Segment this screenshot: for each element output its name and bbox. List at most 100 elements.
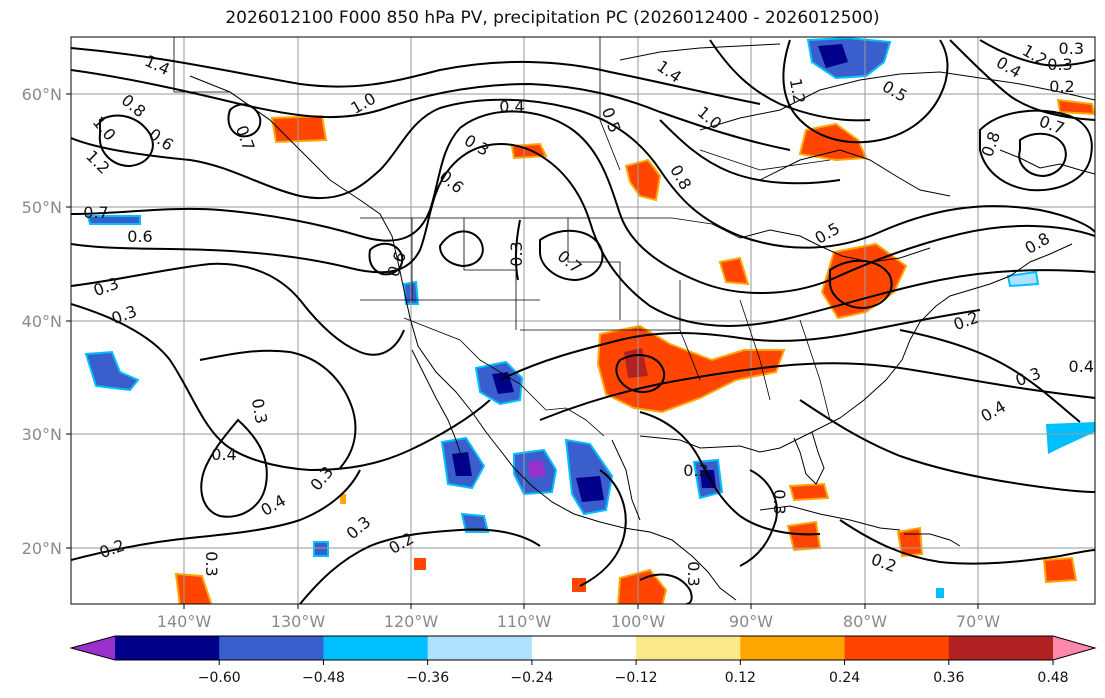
lon-label: 130°W <box>271 612 326 631</box>
pv-contour <box>71 469 361 561</box>
precip-negative-region <box>452 452 472 476</box>
precip-positive-region <box>1042 556 1078 584</box>
pv-contours <box>71 39 1095 604</box>
border <box>739 299 771 401</box>
contour-label: 0.3 <box>770 489 789 514</box>
pv-contour <box>98 114 154 168</box>
border <box>599 37 621 171</box>
precip-negative-region <box>84 350 140 392</box>
precip-negative-region <box>818 44 848 68</box>
pv-contour <box>1018 132 1067 178</box>
pv-contour <box>839 519 1095 565</box>
lon-label: 100°W <box>611 612 666 631</box>
lon-axis-labels: 140°W 130°W 120°W 110°W 100°W 90°W 80°W … <box>157 612 1000 631</box>
contour-label: 0.3 <box>1047 55 1072 74</box>
lon-label: 90°W <box>729 612 773 631</box>
pv-contour <box>199 349 357 469</box>
colorbar-tick-label: 0.36 <box>933 670 964 686</box>
colorbar-bins <box>71 636 1095 660</box>
contour-label: 0.3 <box>1059 39 1084 58</box>
lon-label: 70°W <box>956 612 1000 631</box>
pv-contour <box>71 47 761 105</box>
pv-contour <box>639 411 821 536</box>
colorbar-bin <box>740 636 846 660</box>
pv-contour <box>899 329 1081 423</box>
contour-label: 0.3 <box>684 561 703 586</box>
colorbar-bin <box>636 636 741 660</box>
coastline <box>189 75 737 601</box>
pv-contour <box>227 103 262 138</box>
lon-label: 80°W <box>843 612 887 631</box>
contour-label: 1.2 <box>786 77 809 105</box>
pv-contour <box>659 119 841 185</box>
precip-negative-region <box>1006 270 1040 288</box>
lat-axis-labels: 60°N 50°N 40°N 30°N 20°N <box>22 85 62 558</box>
precip-positive-region <box>788 482 830 502</box>
coastline <box>611 439 641 521</box>
coastline <box>411 349 463 459</box>
precip-positive-region <box>624 158 662 202</box>
contour-label: 0.3 <box>507 241 526 266</box>
pv-contour <box>539 229 604 282</box>
lon-label: 140°W <box>157 612 212 631</box>
pv-contour <box>71 69 791 151</box>
coastlines <box>189 43 1095 601</box>
contour-label: 0.2 <box>683 461 708 480</box>
precip-positive-region <box>572 578 586 592</box>
colorbar-outline <box>69 635 1097 661</box>
contour-label: 0.4 <box>1069 357 1094 376</box>
precip-positive-region <box>414 558 426 570</box>
pv-contour <box>368 242 404 276</box>
pv-contour <box>709 39 871 122</box>
colorbar-tick-label: −0.24 <box>510 670 553 686</box>
precip-negative-region <box>460 512 490 533</box>
border <box>699 149 831 171</box>
colorbar-bin <box>948 636 1054 660</box>
precip-fills <box>84 37 1095 604</box>
precip-negative-region <box>86 215 141 225</box>
pv-contour <box>739 469 778 567</box>
contour-label: 0.6 <box>127 227 152 246</box>
contour-label: 0.3 <box>202 551 221 576</box>
colorbar-tick-label: −0.60 <box>198 670 241 686</box>
pv-contour <box>71 110 1095 294</box>
pv-contour <box>639 573 693 604</box>
pv-contour <box>438 230 484 268</box>
axis-ticks <box>66 93 979 609</box>
border <box>567 218 621 320</box>
precip-negative-region <box>576 476 604 502</box>
pv-contour <box>71 303 491 472</box>
precip-positive-region <box>718 256 750 286</box>
chart-title: 2026012100 F000 850 hPa PV, precipitatio… <box>225 8 880 28</box>
coastline <box>904 533 961 547</box>
coastline <box>759 149 951 197</box>
pv-contour <box>979 39 1095 67</box>
coastline <box>639 431 813 453</box>
pv-contour <box>200 418 268 518</box>
colorbar-bin <box>219 636 324 660</box>
pv-contour <box>799 399 1095 493</box>
coastline <box>619 43 781 61</box>
pv-contour <box>514 219 521 281</box>
coastline <box>759 505 901 531</box>
pv-contour <box>579 469 627 587</box>
colorbar-bin <box>427 636 533 660</box>
colorbar-tick-label: 0.24 <box>829 670 860 686</box>
colorbar-bin <box>844 636 950 660</box>
pv-contour <box>829 259 893 310</box>
pv-contour <box>71 143 1095 327</box>
contour-label: 0.4 <box>211 445 236 464</box>
pv-contour <box>615 354 666 393</box>
colorbar-bin <box>115 636 220 660</box>
lat-label: 40°N <box>22 312 62 331</box>
lon-label: 120°W <box>384 612 439 631</box>
coastline <box>739 229 931 263</box>
pv-contour <box>499 309 981 381</box>
lon-label: 110°W <box>497 612 552 631</box>
contour-label: 0.7 <box>83 203 108 222</box>
contour-label: 0.4 <box>499 97 524 116</box>
colorbar-bin <box>71 636 115 660</box>
border <box>403 317 605 437</box>
precip-negative-region <box>936 588 944 598</box>
